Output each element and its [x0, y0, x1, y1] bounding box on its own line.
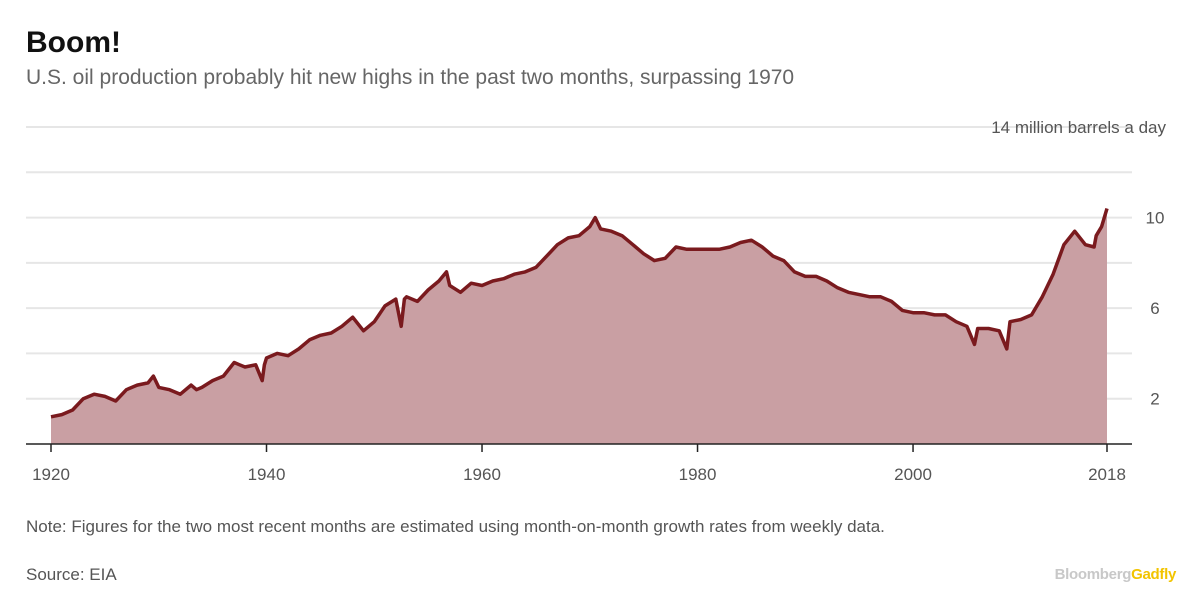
x-tick-label: 2000: [894, 465, 932, 484]
y-tick-label: 2: [1150, 390, 1159, 409]
chart-source: Source: EIA: [26, 565, 117, 584]
y-tick-label: 10: [1146, 209, 1165, 228]
x-tick-label: 2018: [1088, 465, 1126, 484]
x-tick-label: 1940: [248, 465, 286, 484]
x-tick-label: 1960: [463, 465, 501, 484]
brand-part-gadfly: Gadfly: [1131, 566, 1176, 583]
x-tick-label: 1920: [32, 465, 70, 484]
production-area: [51, 208, 1107, 444]
chart-title: Boom!: [26, 26, 121, 59]
chart-note: Note: Figures for the two most recent mo…: [26, 517, 885, 536]
x-tick-label: 1980: [679, 465, 717, 484]
brand-logo: BloombergGadfly: [1054, 566, 1177, 583]
brand-part-bloomberg: Bloomberg: [1054, 566, 1132, 583]
x-axis-ticks: 1920 1940 1960 1980 2000 2018: [32, 444, 1126, 484]
chart-subtitle: U.S. oil production probably hit new hig…: [26, 66, 795, 89]
unit-label: 14 million barrels a day: [991, 118, 1166, 137]
production-line: [50, 207, 1109, 419]
y-tick-label: 6: [1150, 299, 1159, 318]
y-axis-labels: 2 6 10: [1146, 209, 1165, 409]
